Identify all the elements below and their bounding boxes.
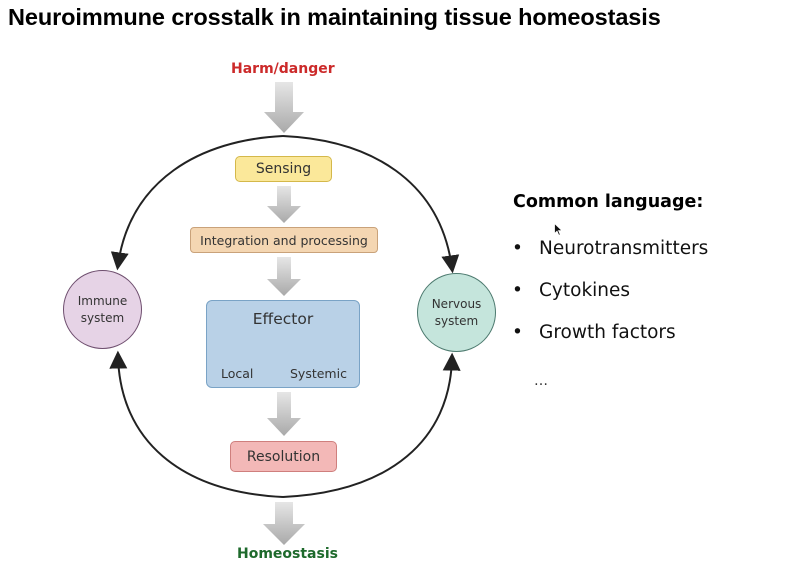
flow-arrow-harm: [264, 82, 304, 133]
immune-label-line1: Immune: [78, 293, 128, 309]
harm-danger-label: Harm/danger: [231, 61, 335, 77]
flow-arrow-sensing: [267, 186, 301, 223]
integration-label: Integration and processing: [200, 233, 368, 248]
sensing-label: Sensing: [256, 161, 311, 177]
common-language-heading: Common language:: [513, 192, 703, 212]
sensing-box: Sensing: [235, 156, 332, 182]
list-item-label: Growth factors: [539, 322, 676, 343]
resolution-box: Resolution: [230, 441, 337, 472]
mouse-cursor-icon: [554, 223, 563, 236]
list-item-label: Neurotransmitters: [539, 238, 708, 259]
immune-system-node: Immune system: [63, 270, 142, 349]
flow-arrow-effector: [267, 392, 301, 436]
effector-box: Effector Local Systemic: [206, 300, 360, 388]
flow-arrow-homeostasis: [263, 502, 305, 545]
nervous-label-line1: Nervous: [432, 296, 482, 312]
effector-label: Effector: [207, 310, 359, 328]
resolution-label: Resolution: [247, 449, 320, 465]
nervous-system-node: Nervous system: [417, 273, 496, 352]
integration-box: Integration and processing: [190, 227, 378, 253]
nervous-label-line2: system: [432, 313, 482, 329]
flow-arrow-integration: [267, 257, 301, 296]
bullet-glyph: •: [512, 280, 526, 301]
effector-systemic-label: Systemic: [290, 366, 347, 381]
more-items-ellipsis: …: [534, 373, 549, 389]
homeostasis-label: Homeostasis: [237, 546, 338, 562]
effector-local-label: Local: [221, 366, 253, 381]
bullet-glyph: •: [512, 238, 526, 259]
list-item-label: Cytokines: [539, 280, 630, 301]
immune-label-line2: system: [78, 310, 128, 326]
bullet-glyph: •: [512, 322, 526, 343]
